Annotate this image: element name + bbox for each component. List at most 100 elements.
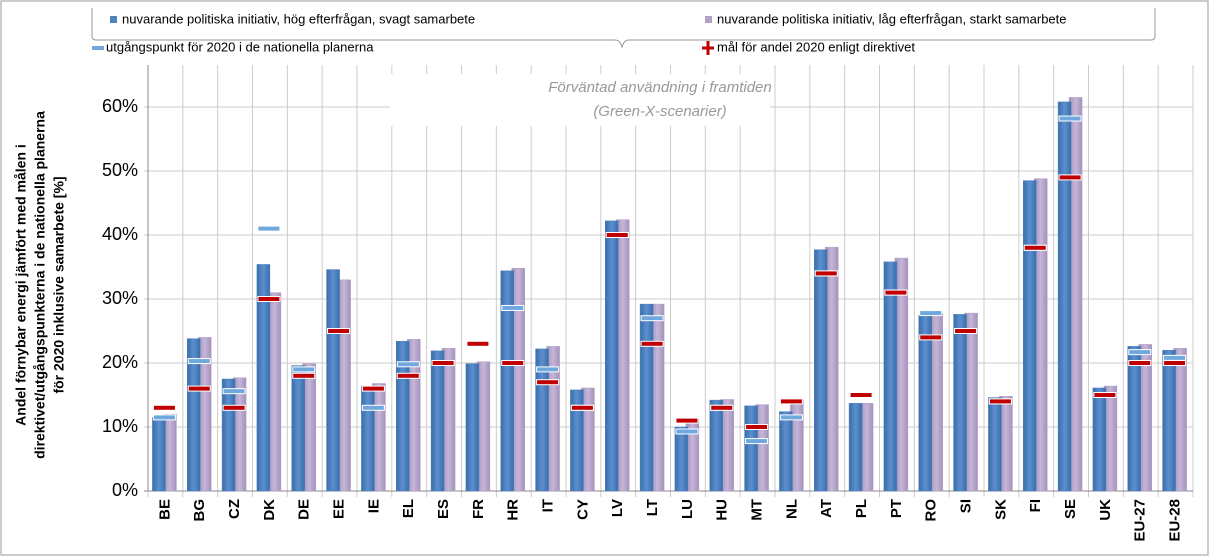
- bar: [988, 397, 1002, 492]
- marker: [536, 379, 560, 386]
- legend-label: nuvarande politiska initiativ, hög efter…: [122, 11, 475, 26]
- x-tick-label: PT: [888, 499, 905, 518]
- y-tick-label: 50%: [102, 160, 138, 180]
- marker: [1093, 392, 1117, 398]
- bar: [221, 378, 236, 492]
- bar: [570, 389, 584, 492]
- marker: [361, 404, 385, 411]
- x-tick-label: LT: [644, 499, 661, 516]
- bar: [152, 417, 166, 492]
- marker: [849, 392, 873, 398]
- x-tick-label: PL: [853, 499, 870, 518]
- y-axis-label: för 2020 inklusive samarbete [%]: [51, 176, 67, 393]
- marker: [640, 340, 664, 347]
- y-tick-label: 30%: [102, 288, 138, 308]
- x-tick-label: EL: [400, 499, 417, 518]
- bar: [779, 411, 793, 492]
- marker: [1128, 349, 1152, 356]
- x-tick-label: BG: [191, 499, 208, 522]
- marker: [292, 372, 316, 379]
- bar: [709, 399, 723, 492]
- x-tick-label: FI: [1027, 499, 1044, 512]
- annotation-bg: [390, 74, 770, 126]
- bar: [291, 365, 305, 492]
- y-tick-label: 0%: [112, 480, 138, 500]
- bar: [744, 405, 758, 492]
- y-axis-label: direktivet/utgångspunkterna i de natione…: [32, 111, 48, 459]
- marker: [187, 358, 211, 365]
- marker: [710, 404, 734, 411]
- marker: [919, 334, 943, 341]
- legend-swatch: [92, 46, 104, 50]
- bar: [918, 314, 932, 492]
- x-tick-label: LV: [609, 499, 626, 517]
- marker: [466, 340, 490, 347]
- bar: [430, 350, 445, 492]
- x-tick-label: CY: [574, 499, 591, 520]
- x-tick-label: HU: [714, 499, 731, 521]
- marker: [1163, 360, 1187, 366]
- bar: [361, 385, 375, 492]
- marker: [954, 328, 978, 334]
- marker: [988, 398, 1012, 405]
- x-tick-label: RO: [923, 499, 940, 522]
- bar: [848, 403, 863, 492]
- legend-swatch: [110, 16, 117, 23]
- marker: [396, 361, 420, 368]
- bar: [953, 314, 967, 492]
- y-tick-label: 20%: [102, 352, 138, 372]
- y-tick-label: 10%: [102, 416, 138, 436]
- marker: [501, 304, 525, 311]
- x-tick-label: BE: [156, 499, 173, 520]
- x-tick-label: SE: [1062, 499, 1079, 519]
- marker: [327, 328, 351, 334]
- marker: [884, 289, 908, 296]
- x-tick-label: MT: [749, 499, 766, 521]
- y-tick-label: 60%: [102, 96, 138, 116]
- y-axis-label: Andel förnybar energi jämfört med målen …: [13, 144, 29, 426]
- bar: [674, 426, 689, 492]
- marker: [745, 424, 769, 430]
- bar: [1162, 349, 1176, 492]
- marker: [431, 360, 455, 366]
- x-tick-label: DK: [261, 499, 278, 521]
- legend-brace: [91, 8, 1156, 49]
- marker: [1058, 115, 1082, 122]
- x-tick-label: NL: [783, 499, 800, 519]
- legend-swatch: [706, 41, 710, 55]
- bar: [187, 338, 201, 492]
- x-tick-label: EU-28: [1167, 499, 1184, 542]
- marker: [745, 438, 769, 445]
- marker: [640, 315, 664, 322]
- marker: [152, 414, 176, 421]
- marker: [919, 310, 943, 317]
- marker: [605, 232, 629, 238]
- legend-label: utgångspunkt för 2020 i de nationella pl…: [106, 39, 374, 54]
- bar: [1057, 101, 1072, 492]
- annotation: (Green-X-scenarier): [593, 103, 726, 120]
- x-tick-label: SK: [992, 499, 1009, 520]
- x-tick-label: CZ: [226, 499, 243, 519]
- x-tick-label: EE: [331, 499, 348, 519]
- bar: [1092, 387, 1107, 492]
- marker: [257, 225, 281, 232]
- marker: [536, 366, 560, 373]
- marker: [779, 398, 803, 405]
- bar: [1023, 180, 1037, 492]
- marker: [675, 417, 699, 424]
- legend-label: nuvarande politiska initiativ, låg efter…: [717, 11, 1067, 26]
- x-tick-label: UK: [1097, 499, 1114, 521]
- legend-swatch: [705, 16, 712, 23]
- marker: [501, 360, 525, 366]
- marker: [1163, 354, 1187, 361]
- marker: [1058, 174, 1082, 181]
- marker: [292, 366, 316, 373]
- bar: [256, 264, 271, 492]
- x-tick-label: HR: [505, 499, 522, 521]
- x-tick-label: AT: [818, 499, 835, 518]
- x-tick-label: EU-27: [1132, 499, 1149, 542]
- marker: [361, 385, 385, 392]
- marker: [1128, 360, 1152, 366]
